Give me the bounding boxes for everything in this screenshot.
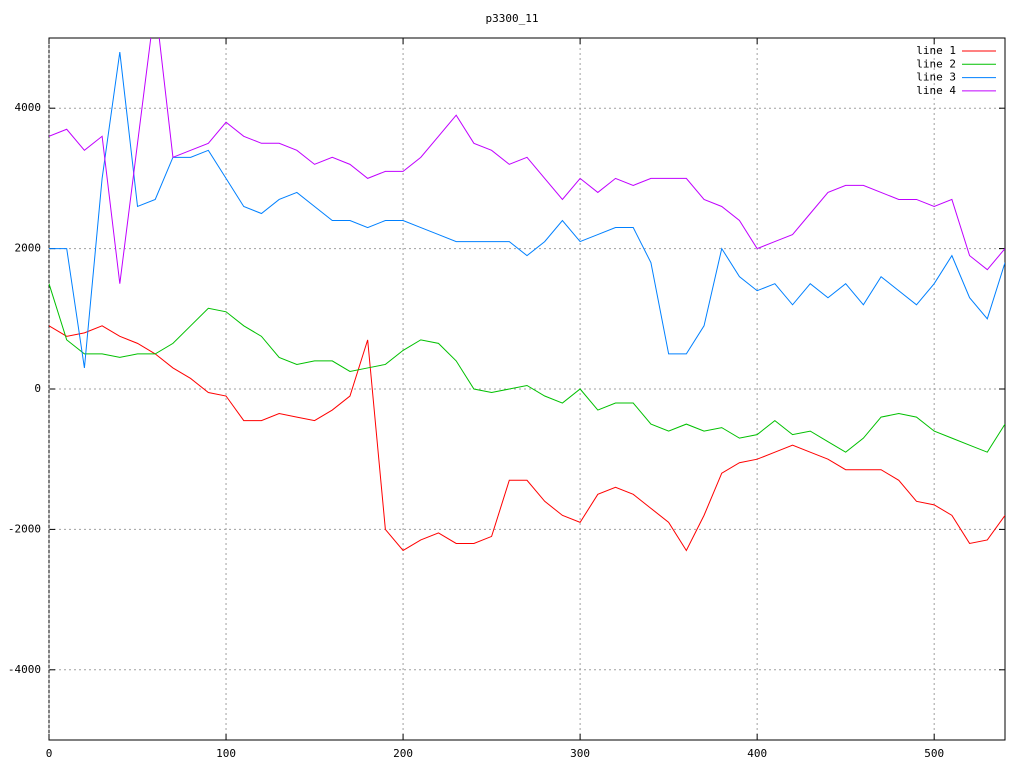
legend-label: line 2 xyxy=(916,57,956,70)
series-line xyxy=(49,283,1005,453)
x-tick-label: 0 xyxy=(46,747,53,760)
x-tick-label: 500 xyxy=(924,747,944,760)
x-tick-label: 400 xyxy=(747,747,767,760)
series-line xyxy=(49,325,1005,552)
x-tick-label: 100 xyxy=(216,747,236,760)
legend-label: line 1 xyxy=(916,44,956,57)
plot-area xyxy=(49,38,1005,552)
plot-frame xyxy=(48,37,1006,741)
x-tick-label: 300 xyxy=(570,747,590,760)
y-tick-label: 4000 xyxy=(15,101,42,114)
series-line xyxy=(49,38,1005,284)
y-tick-label: -4000 xyxy=(8,663,41,676)
series-line xyxy=(49,51,1005,369)
legend-label: line 4 xyxy=(916,84,956,97)
x-tick-label: 200 xyxy=(393,747,413,760)
y-tick-label: 2000 xyxy=(15,242,42,255)
y-tick-label: 0 xyxy=(34,382,41,395)
chart-title: p3300_11 xyxy=(486,12,539,25)
y-tick-label: -2000 xyxy=(8,522,41,535)
legend-label: line 3 xyxy=(916,71,956,84)
